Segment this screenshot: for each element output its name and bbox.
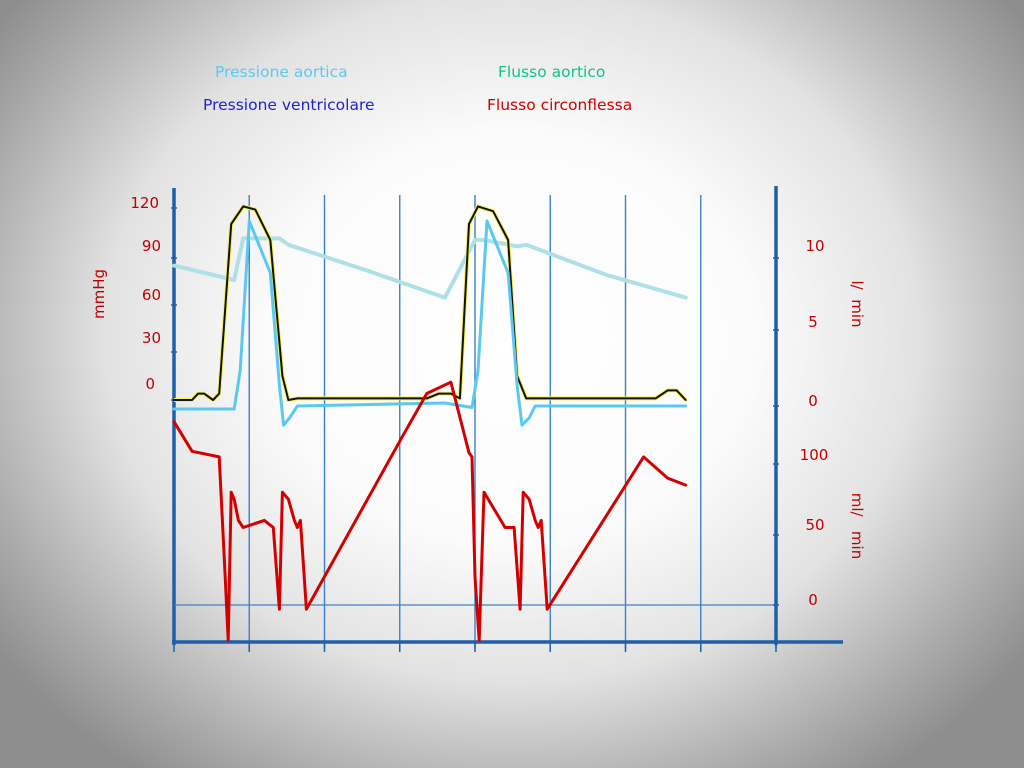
right-upper-tick-label: 10 [805, 237, 824, 255]
left-tick-label: 60 [142, 286, 161, 304]
left-axis-ticklabels: 120 90 60 30 0 mmHg [90, 194, 161, 393]
right-lower-tick-label: 100 [800, 446, 829, 464]
series-lines [172, 204, 688, 642]
series-line-pressione-aortica [172, 236, 688, 300]
series-line-pressione-ventricolare [173, 205, 687, 401]
left-axis-label: mmHg [90, 269, 108, 319]
chart-axes [172, 186, 843, 645]
left-tick-label: 0 [145, 375, 155, 393]
right-lower-tick-label: 0 [808, 591, 818, 609]
right-lower-axis-label: ml/ min [848, 493, 866, 559]
right-upper-axis-ticklabels: 10 5 0 l/ min [805, 237, 866, 410]
left-tick-label: 30 [142, 329, 161, 347]
right-upper-tick-label: 0 [808, 392, 818, 410]
series-line-halo [174, 204, 688, 402]
right-lower-axis-ticklabels: 100 50 0 ml/ min [800, 446, 866, 609]
right-upper-axis-label: l/ min [848, 280, 866, 327]
legend: Pressione aortica Flusso aortico Pressio… [203, 63, 632, 114]
series-line-flusso-circonflessa [172, 380, 688, 642]
left-tick-label: 90 [142, 237, 161, 255]
legend-entry-circumflex-flow: Flusso circonflessa [487, 96, 632, 114]
right-upper-tick-label: 5 [808, 313, 818, 331]
vertical-gridlines [248, 195, 777, 648]
axis-ticks [171, 207, 779, 652]
legend-entry-aortic-pressure: Pressione aortica [215, 63, 348, 81]
left-tick-label: 120 [130, 194, 159, 212]
right-lower-tick-label: 50 [805, 516, 824, 534]
series-line-flusso-aortico [172, 219, 688, 427]
legend-entry-aortic-flow: Flusso aortico [498, 63, 605, 81]
legend-entry-ventricular-pressure: Pressione ventricolare [203, 96, 375, 114]
